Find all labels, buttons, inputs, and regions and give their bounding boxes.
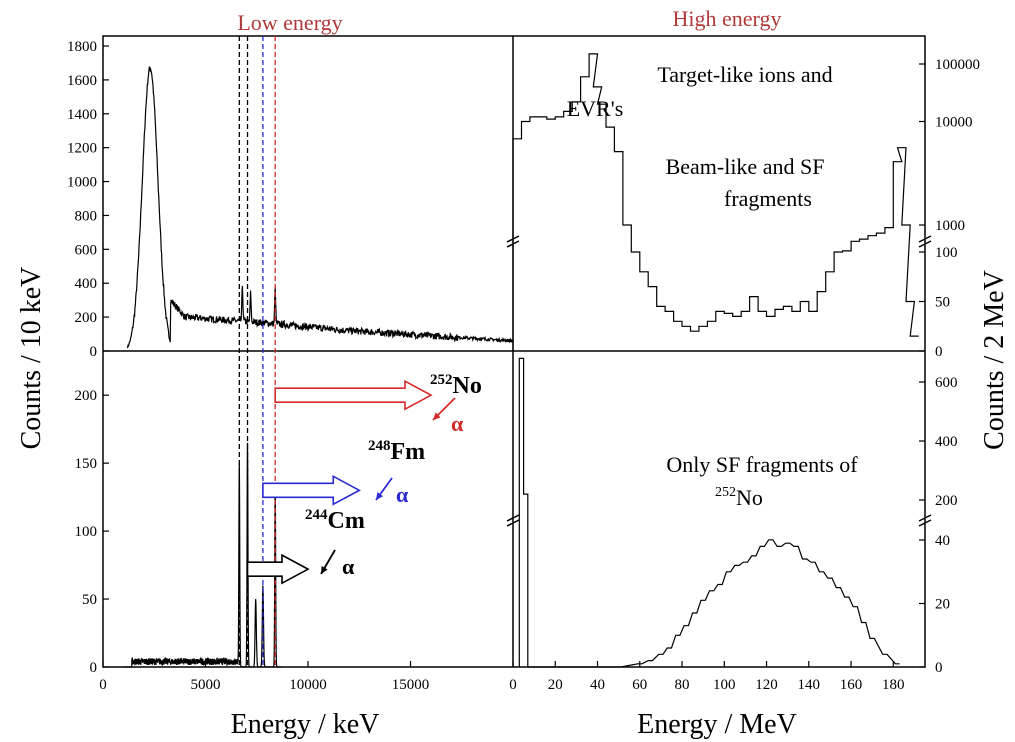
alpha-arrow-black-head — [321, 566, 328, 574]
xtick-left-5000-label: 5000 — [191, 677, 221, 693]
ytick-tl-1200-label: 1200 — [67, 141, 97, 157]
annotation-target-line2: EVR's — [567, 96, 624, 121]
ytick-tl-1800-label: 1800 — [67, 39, 97, 55]
decay-arrows — [246, 379, 456, 585]
xtick-right-100-label: 100 — [713, 677, 736, 693]
nuclide-no252-mass: 252 — [430, 372, 453, 388]
histogram-bottom-right — [518, 357, 900, 668]
ytick-tl-800-label: 800 — [75, 208, 98, 224]
decay-arrow-blue — [262, 474, 361, 506]
nuclide-fm248-element: Fm — [391, 439, 426, 465]
break-br-left — [506, 514, 520, 527]
ytick-tl-600-label: 600 — [75, 242, 98, 258]
spectrum-bottom-left — [123, 442, 282, 668]
annotation-sf-element: No — [736, 485, 763, 510]
break-br-right — [918, 514, 932, 527]
xtick-right-0-label: 0 — [509, 677, 517, 693]
xtick-right-120-label: 120 — [755, 677, 778, 693]
annotation-target-line1: Target-like ions and — [657, 62, 832, 87]
nuclide-fm248-mass: 248 — [368, 438, 391, 454]
ytick-br-20-label: 20 — [935, 597, 950, 613]
x-axis-title-left: Energy / keV — [231, 709, 380, 740]
ytick-br-40-label: 40 — [935, 533, 950, 549]
ytick-bl-0-label: 0 — [90, 660, 98, 676]
alpha-label-black: α — [342, 554, 355, 579]
ytick-tr-100-label: 100 — [935, 245, 958, 261]
decay-arrow-black — [246, 553, 310, 585]
ytick-br-0-label: 0 — [935, 660, 943, 676]
axis-ticks: 0200400600800100012001400160018000501001… — [67, 39, 980, 693]
xtick-right-60-label: 60 — [632, 677, 647, 693]
break-tr-right — [918, 235, 932, 248]
alpha-arrow-red-head — [433, 412, 441, 420]
ytick-tl-1400-label: 1400 — [67, 107, 97, 123]
ytick-br-600-label: 600 — [935, 375, 958, 391]
ytick-tr-10000-label: 10000 — [935, 115, 973, 131]
data-traces — [123, 53, 919, 668]
xtick-left-15000-label: 15000 — [392, 677, 430, 693]
ytick-tr-100000-label: 100000 — [935, 57, 980, 73]
ytick-tl-1600-label: 1600 — [67, 73, 97, 89]
xtick-left-10000-label: 10000 — [289, 677, 327, 693]
ytick-br-200-label: 200 — [935, 493, 958, 509]
y-axis-title-left: Counts / 10 keV — [16, 267, 47, 450]
nuclide-cm244-mass: 244 — [305, 507, 328, 523]
top-left-heading: Low energy — [237, 10, 342, 35]
annotation-beam-line1: Beam-like and SF — [666, 154, 825, 179]
nuclide-cm244-element: Cm — [328, 508, 365, 534]
ytick-tr-0-label: 0 — [935, 344, 943, 360]
ytick-tr-50-label: 50 — [935, 295, 950, 311]
xtick-right-160-label: 160 — [840, 677, 863, 693]
nuclide-no252: 252No — [430, 372, 482, 399]
xtick-left-0-label: 0 — [99, 677, 107, 693]
annotation-sf-line1: Only SF fragments of — [666, 452, 858, 477]
histogram-top-right — [512, 53, 919, 351]
decay-arrow-red — [274, 379, 433, 411]
ytick-bl-100-label: 100 — [75, 524, 98, 540]
panel-frames — [102, 35, 926, 668]
xtick-right-80-label: 80 — [675, 677, 690, 693]
y-axis-title-right: Counts / 2 MeV — [979, 270, 1010, 450]
alpha-label-blue: α — [396, 482, 409, 507]
xtick-right-40-label: 40 — [590, 677, 605, 693]
nuclide-fm248: 248Fm — [368, 438, 425, 465]
top-right-heading: High energy — [673, 6, 782, 31]
ytick-bl-150-label: 150 — [75, 456, 98, 472]
xtick-right-140-label: 140 — [798, 677, 821, 693]
annotation-sf-isotope: 252No — [715, 485, 763, 510]
break-tr-left — [506, 235, 520, 248]
spectrum-top-left — [127, 66, 514, 349]
xtick-right-180-label: 180 — [882, 677, 905, 693]
xtick-right-20-label: 20 — [548, 677, 563, 693]
ytick-tl-400-label: 400 — [75, 276, 98, 292]
nuclide-no252-element: No — [453, 373, 482, 399]
annotation-beam-line2: fragments — [724, 186, 812, 211]
annotation-sf-mass: 252 — [715, 485, 736, 500]
nuclide-cm244: 244Cm — [305, 507, 365, 534]
alpha-label-red: α — [451, 411, 464, 436]
ytick-br-400-label: 400 — [935, 434, 958, 450]
ytick-bl-200-label: 200 — [75, 388, 98, 404]
ytick-tr-1000-label: 1000 — [935, 218, 965, 234]
marker-lines — [238, 36, 276, 667]
ytick-tl-0-label: 0 — [90, 344, 98, 360]
x-axis-title-right: Energy / MeV — [637, 709, 797, 740]
alpha-arrow-blue-head — [376, 492, 384, 500]
ytick-tl-1000-label: 1000 — [67, 175, 97, 191]
ytick-tl-200-label: 200 — [75, 310, 98, 326]
ytick-bl-50-label: 50 — [82, 592, 97, 608]
